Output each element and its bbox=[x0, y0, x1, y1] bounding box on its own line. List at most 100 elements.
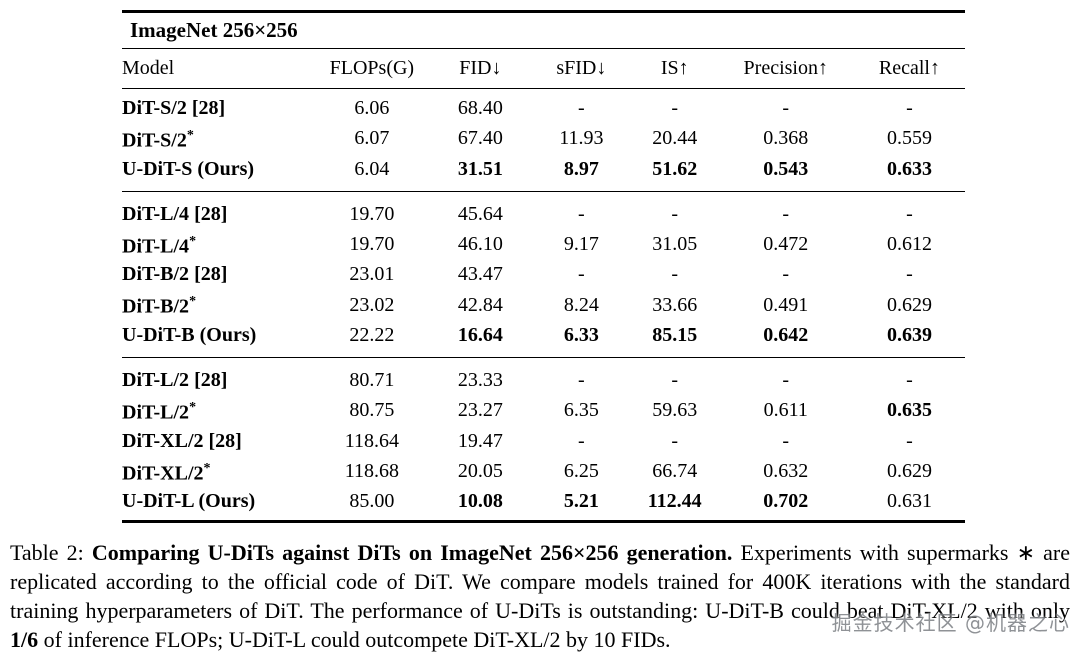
value-cell: 46.10 bbox=[457, 232, 503, 255]
value-cell: 8.97 bbox=[563, 157, 599, 180]
value-cell: 118.64 bbox=[344, 429, 399, 452]
model-cell: DiT-XL/2* bbox=[122, 455, 314, 488]
value-cell: - bbox=[906, 263, 913, 286]
table-row: U-DiT-S (Ours) 6.04 31.51 8.97 51.62 0.543 0.6… bbox=[122, 155, 965, 192]
model-name: U-DiT-L (Ours) bbox=[122, 490, 256, 513]
value-cell: - bbox=[906, 429, 913, 452]
table-header-row: Model FLOPs(G) FID↓ sFID↓ IS↑ Precision↑ Recal… bbox=[122, 49, 965, 89]
value-cell: 6.07 bbox=[354, 127, 390, 150]
column-header: Model bbox=[122, 49, 314, 89]
table-row: DiT-L/2* 80.75 23.27 6.35 59.63 0.611 0.635 bbox=[122, 394, 965, 427]
model-cell: DiT-S/2 [28] bbox=[122, 89, 314, 123]
model-name: DiT-L/4 bbox=[122, 202, 190, 225]
caption-bold-text: Comparing U-DiTs against DiTs on ImageNe… bbox=[91, 540, 733, 566]
value-cell: - bbox=[717, 190, 854, 228]
value-cell: 19.70 bbox=[349, 232, 395, 255]
value-cell: 16.64 bbox=[457, 323, 503, 346]
model-cell: U-DiT-S (Ours) bbox=[122, 155, 314, 192]
value-cell: 23.27 bbox=[457, 399, 503, 422]
value-cell: - bbox=[853, 356, 965, 394]
value-cell: 6.04 bbox=[354, 157, 390, 180]
model-name: DiT-S/2 bbox=[122, 129, 187, 152]
model-cell: DiT-XL/2 [28] bbox=[122, 427, 314, 455]
value-cell: 112.44 bbox=[647, 490, 702, 513]
value-cell: - bbox=[578, 97, 585, 119]
column-header: FID↓ bbox=[429, 49, 531, 89]
model-name: DiT-XL/2 bbox=[122, 429, 204, 452]
value-cell: 67.40 bbox=[457, 127, 503, 150]
value-cell: 19.47 bbox=[457, 429, 503, 452]
column-header: Recall↑ bbox=[853, 49, 965, 89]
star-superscript: * bbox=[189, 233, 197, 249]
value-cell: 6.35 bbox=[563, 399, 599, 422]
table-row: DiT-L/2 [28] 80.71 23.33- - - - bbox=[122, 356, 965, 394]
model-cell: DiT-L/4 [28] bbox=[122, 190, 314, 228]
value-cell: 8.24 bbox=[563, 293, 599, 316]
value-cell: 9.17 bbox=[563, 232, 599, 255]
model-name: U-DiT-B (Ours) bbox=[122, 323, 257, 346]
table-row: DiT-L/4 [28] 19.70 45.64- - - - bbox=[122, 190, 965, 228]
table-row: DiT-XL/2* 118.68 20.05 6.25 66.74 0.632 0.629 bbox=[122, 455, 965, 488]
value-cell: - bbox=[631, 190, 718, 228]
value-cell: 66.74 bbox=[652, 459, 698, 482]
value-cell: 33.66 bbox=[652, 293, 698, 316]
value-cell: 0.472 bbox=[763, 232, 809, 255]
table-row: DiT-L/4* 19.70 46.10 9.17 31.05 0.472 0.612 bbox=[122, 228, 965, 261]
model-cell: DiT-B/2* bbox=[122, 288, 314, 321]
value-cell: 0.559 bbox=[886, 127, 932, 150]
model-name: DiT-B/2 bbox=[122, 263, 190, 286]
table-caption: Table 2: Comparing U-DiTs against DiTs o… bbox=[10, 538, 1070, 654]
star-superscript: * bbox=[189, 399, 197, 415]
value-cell: 31.05 bbox=[652, 232, 698, 255]
value-cell: 42.84 bbox=[457, 293, 503, 316]
star-superscript: * bbox=[189, 294, 197, 310]
value-cell: 0.642 bbox=[763, 323, 809, 346]
model-cell: DiT-B/2 [28] bbox=[122, 260, 314, 288]
value-cell: 23.33 bbox=[429, 356, 531, 394]
caption-text: Experiments with supermarks ∗ are replic… bbox=[10, 540, 1071, 624]
value-cell: 0.635 bbox=[886, 399, 932, 422]
value-cell: - bbox=[717, 356, 854, 394]
value-cell: 11.93 bbox=[559, 127, 604, 150]
value-cell: 80.75 bbox=[349, 399, 395, 422]
table-row: U-DiT-L (Ours) 85.00 10.08 5.21 112.44 0.702 0… bbox=[122, 487, 965, 522]
value-cell: - bbox=[530, 356, 632, 394]
value-cell: 43.47 bbox=[457, 263, 503, 286]
value-cell: - bbox=[671, 263, 679, 286]
value-cell: 0.629 bbox=[886, 459, 932, 482]
value-cell: 22.22 bbox=[349, 323, 395, 346]
table-head: Model FLOPs(G) FID↓ sFID↓ IS↑ Precision↑ Recal… bbox=[122, 49, 965, 89]
value-cell: - bbox=[578, 263, 585, 286]
model-cell: U-DiT-L (Ours) bbox=[122, 487, 314, 522]
model-name: DiT-XL/2 bbox=[122, 462, 204, 485]
table-body: DiT-S/2 [28] 6.06 68.40- - - - DiT-S/2* 6.07 67.… bbox=[122, 89, 965, 522]
value-cell: 0.639 bbox=[886, 323, 932, 346]
value-cell: 45.64 bbox=[429, 190, 531, 228]
model-cell: U-DiT-B (Ours) bbox=[122, 321, 314, 358]
value-cell: 0.629 bbox=[886, 293, 932, 316]
value-cell: - bbox=[782, 429, 790, 452]
value-cell: - bbox=[853, 190, 965, 228]
model-cell: DiT-S/2* bbox=[122, 122, 314, 155]
value-cell: 5.21 bbox=[563, 490, 599, 513]
value-cell: 6.33 bbox=[563, 323, 599, 346]
value-cell: 31.51 bbox=[457, 157, 503, 180]
value-cell: - bbox=[530, 190, 632, 228]
value-cell: 85.00 bbox=[349, 490, 395, 513]
value-cell: 23.02 bbox=[349, 293, 395, 316]
value-cell: 20.44 bbox=[652, 127, 698, 150]
model-name: DiT-L/2 bbox=[122, 368, 190, 391]
value-cell: 51.62 bbox=[652, 157, 698, 180]
table-row: DiT-S/2 [28] 6.06 68.40 - - - - bbox=[122, 89, 965, 123]
star-superscript: * bbox=[203, 460, 211, 476]
citation-ref: [28] bbox=[189, 202, 228, 225]
value-cell: - bbox=[671, 429, 679, 452]
value-cell: 10.08 bbox=[457, 490, 503, 513]
value-cell: 0.702 bbox=[763, 490, 809, 513]
table-row: DiT-XL/2 [28] 118.64 19.47 - - - - bbox=[122, 427, 965, 455]
citation-ref: [28] bbox=[186, 97, 226, 119]
model-name: DiT-L/4 bbox=[122, 235, 190, 258]
value-cell: 0.632 bbox=[763, 459, 809, 482]
value-cell: 80.71 bbox=[313, 356, 430, 394]
value-cell: 85.15 bbox=[652, 323, 698, 346]
